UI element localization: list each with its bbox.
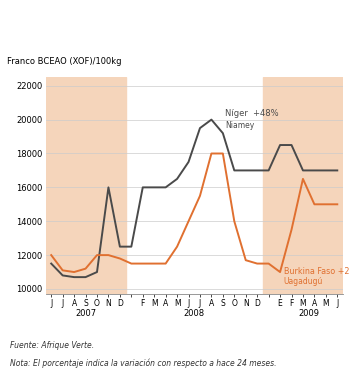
Text: Fuente: Afrique Verte.: Fuente: Afrique Verte. — [10, 341, 94, 350]
Bar — [46, 77, 126, 294]
Text: 2007: 2007 — [75, 309, 96, 318]
Text: Figura 5.: Figura 5. — [10, 12, 66, 21]
Text: 2008: 2008 — [184, 309, 205, 318]
Text: Níger  +48%: Níger +48% — [225, 109, 279, 118]
Text: Franco BCEAO (XOF)/100kg: Franco BCEAO (XOF)/100kg — [7, 57, 121, 66]
Text: 2009: 2009 — [298, 309, 319, 318]
Text: Nota: El porcentaje indica la variación con respecto a hace 24 meses.: Nota: El porcentaje indica la variación … — [10, 359, 277, 368]
Bar — [263, 77, 343, 294]
Text: Precios del sorgo en determinados: Precios del sorgo en determinados — [54, 12, 250, 21]
Text: Burkina Faso +25%: Burkina Faso +25% — [284, 267, 350, 276]
Text: Niamey: Niamey — [225, 121, 254, 130]
Text: Uagadugú: Uagadugú — [284, 277, 323, 286]
Text: mercados de África occidental: mercados de África occidental — [10, 45, 179, 55]
